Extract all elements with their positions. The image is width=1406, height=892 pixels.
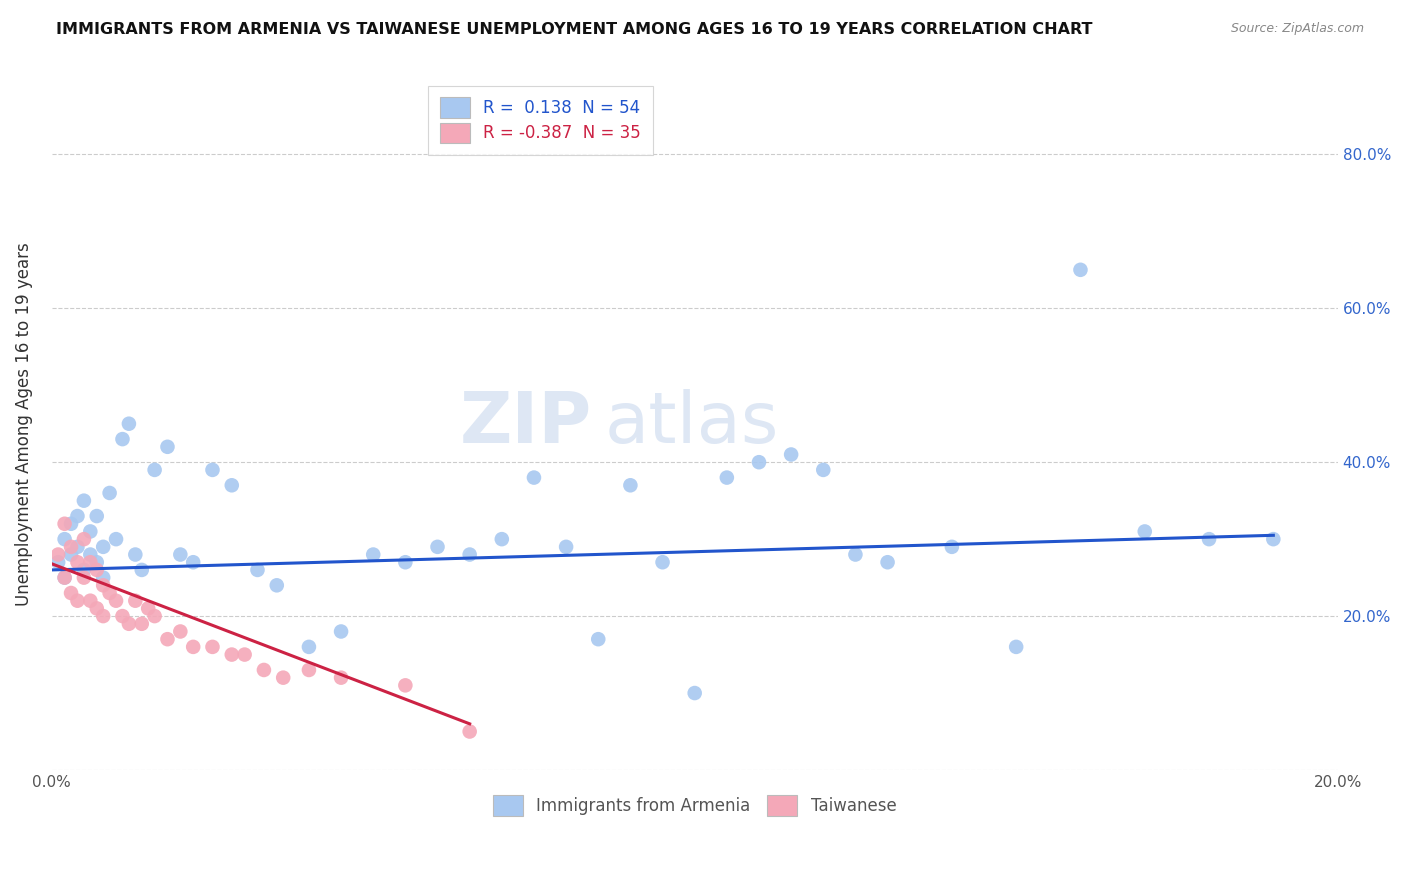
Point: [1005, 640, 1028, 654]
Point: [66, 540, 89, 554]
Point: [91, 578, 114, 592]
Point: [73, 571, 96, 585]
Point: [298, 640, 321, 654]
Point: [181, 640, 204, 654]
Point: [79, 548, 101, 562]
Point: [271, 671, 294, 685]
Point: [53, 571, 76, 585]
Point: [619, 478, 641, 492]
Point: [651, 555, 673, 569]
Point: [233, 648, 256, 662]
Point: [111, 609, 134, 624]
Point: [53, 571, 76, 585]
Point: [330, 671, 353, 685]
Point: [86, 509, 108, 524]
Point: [91, 571, 114, 585]
Point: [124, 548, 146, 562]
Point: [53, 532, 76, 546]
Point: [523, 470, 546, 484]
Point: [813, 463, 835, 477]
Text: IMMIGRANTS FROM ARMENIA VS TAIWANESE UNEMPLOYMENT AMONG AGES 16 TO 19 YEARS CORR: IMMIGRANTS FROM ARMENIA VS TAIWANESE UNE…: [56, 22, 1092, 37]
Point: [131, 616, 153, 631]
Point: [86, 601, 108, 615]
Point: [491, 532, 513, 546]
Point: [91, 609, 114, 624]
Point: [181, 555, 204, 569]
Point: [246, 563, 269, 577]
Point: [156, 440, 179, 454]
Point: [201, 640, 224, 654]
Point: [98, 586, 121, 600]
Point: [73, 493, 96, 508]
Point: [124, 593, 146, 607]
Text: ZIP: ZIP: [460, 389, 592, 458]
Point: [131, 563, 153, 577]
Point: [361, 548, 384, 562]
Point: [394, 678, 416, 692]
Point: [66, 555, 89, 569]
Point: [60, 516, 83, 531]
Point: [844, 548, 866, 562]
Point: [716, 470, 738, 484]
Point: [46, 555, 69, 569]
Point: [105, 593, 128, 607]
Point: [1133, 524, 1156, 539]
Point: [221, 648, 243, 662]
Point: [91, 540, 114, 554]
Point: [79, 524, 101, 539]
Y-axis label: Unemployment Among Ages 16 to 19 years: Unemployment Among Ages 16 to 19 years: [15, 242, 32, 606]
Point: [79, 593, 101, 607]
Point: [780, 448, 803, 462]
Point: [86, 555, 108, 569]
Point: [98, 486, 121, 500]
Point: [394, 555, 416, 569]
Point: [169, 548, 191, 562]
Point: [1263, 532, 1285, 546]
Point: [253, 663, 276, 677]
Point: [73, 563, 96, 577]
Point: [136, 601, 159, 615]
Point: [86, 563, 108, 577]
Point: [458, 548, 481, 562]
Point: [60, 586, 83, 600]
Point: [156, 632, 179, 647]
Point: [266, 578, 288, 592]
Point: [118, 417, 141, 431]
Point: [330, 624, 353, 639]
Point: [201, 463, 224, 477]
Point: [683, 686, 706, 700]
Point: [105, 532, 128, 546]
Point: [298, 663, 321, 677]
Point: [941, 540, 963, 554]
Text: Source: ZipAtlas.com: Source: ZipAtlas.com: [1230, 22, 1364, 36]
Point: [458, 724, 481, 739]
Point: [555, 540, 578, 554]
Point: [876, 555, 898, 569]
Point: [143, 463, 166, 477]
Point: [586, 632, 609, 647]
Point: [73, 532, 96, 546]
Point: [46, 548, 69, 562]
Point: [111, 432, 134, 446]
Point: [143, 609, 166, 624]
Point: [66, 509, 89, 524]
Point: [66, 593, 89, 607]
Point: [53, 516, 76, 531]
Point: [748, 455, 770, 469]
Legend: Immigrants from Armenia, Taiwanese: Immigrants from Armenia, Taiwanese: [485, 787, 904, 824]
Point: [79, 555, 101, 569]
Point: [1198, 532, 1220, 546]
Point: [426, 540, 449, 554]
Point: [221, 478, 243, 492]
Point: [118, 616, 141, 631]
Text: atlas: atlas: [605, 389, 779, 458]
Point: [169, 624, 191, 639]
Point: [1069, 262, 1091, 277]
Point: [60, 540, 83, 554]
Point: [60, 548, 83, 562]
